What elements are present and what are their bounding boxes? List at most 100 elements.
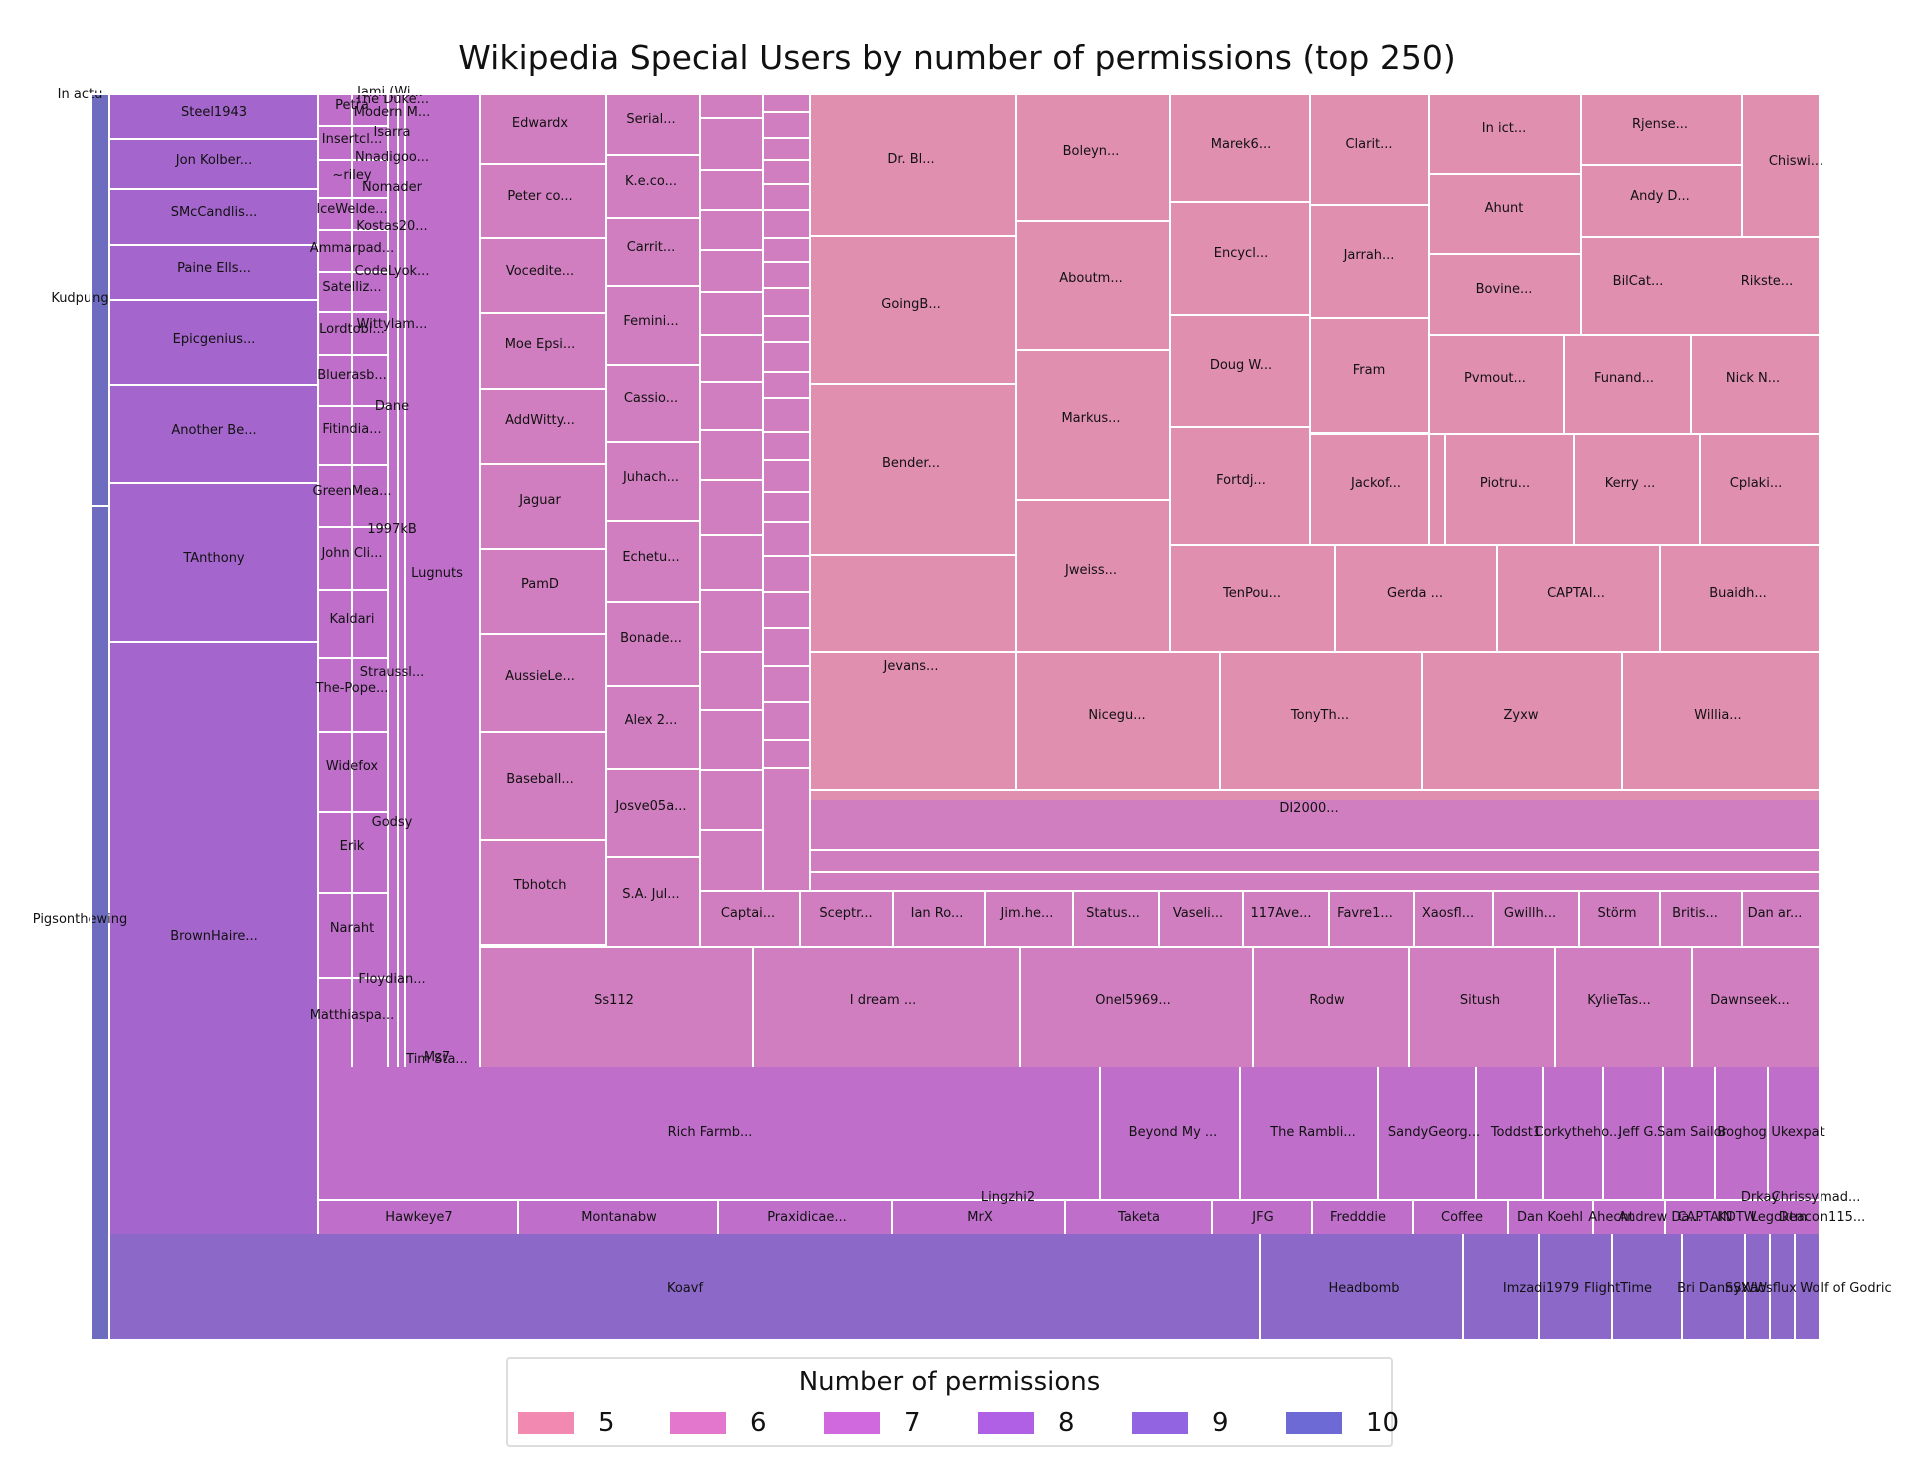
treemap-cell-label: Piotru... (1480, 476, 1530, 491)
treemap-cell-label: IceWelde... (316, 202, 387, 217)
treemap-cell-label: Dane (375, 399, 409, 414)
treemap-cell-label: Onel5969... (1095, 993, 1171, 1008)
treemap-cell-label: Sitush (1460, 993, 1500, 1008)
treemap-cell-label: Störm (1597, 906, 1636, 921)
treemap-cell-label: Doug W... (1210, 358, 1272, 373)
treemap-cell-label: Nomader (362, 180, 423, 195)
group-block-7-4 (318, 1067, 1820, 1234)
legend-label: 6 (750, 1408, 767, 1438)
treemap-cell-label: Vocedite... (506, 264, 574, 279)
treemap-cell-label: Rikste... (1741, 274, 1793, 289)
treemap-cell-label: Fredddie (1330, 1210, 1386, 1225)
treemap-cell-label: Andy D... (1630, 189, 1690, 204)
treemap-cell-label: Rjense... (1632, 117, 1688, 132)
treemap-cell-label: Steel1943 (181, 105, 247, 120)
treemap-cell-label: KDTW (1717, 1210, 1756, 1225)
treemap-cell-label: Toddst1 (1490, 1125, 1541, 1140)
treemap-cell-label: Bender... (882, 456, 940, 471)
treemap-cell-label: PamD (521, 577, 559, 592)
treemap-cell-label: Isarra (373, 125, 410, 140)
treemap-cell-label: Fitindia... (322, 422, 381, 437)
treemap-cell-label: Josve05a... (614, 799, 686, 814)
treemap-cell-label: 117Ave... (1250, 906, 1311, 921)
treemap-cell-label: AddWitty... (505, 413, 575, 428)
treemap-cell-label: CodeLyok... (355, 264, 430, 279)
legend-swatch (978, 1412, 1034, 1434)
treemap-cell-label: Vaseli... (1173, 906, 1223, 921)
treemap-cell-label: I dream ... (850, 993, 916, 1008)
treemap-cell-label: Britis... (1672, 906, 1718, 921)
treemap-cell-label: S.A. Jul... (622, 887, 679, 902)
legend-swatch (1132, 1412, 1188, 1434)
legend-title: Number of permissions (798, 1367, 1101, 1397)
treemap-cell-label: Insertcl... (322, 132, 382, 147)
treemap-cell-label: Epicgenius... (173, 332, 256, 347)
treemap-cell-label: Straussl... (360, 665, 424, 680)
group-block-6-5 (480, 94, 810, 1067)
treemap-cell-label: Danny (1699, 1281, 1741, 1296)
treemap-cell-label: Wittylam... (357, 317, 428, 332)
treemap-cell-label: Lordtobi... (319, 322, 385, 337)
treemap-cell-label: Naraht (330, 921, 374, 936)
treemap-cell-label: Juhach... (622, 470, 679, 485)
treemap-cell-label: Montanabw (581, 1210, 657, 1225)
treemap-cell-label: BrownHaire... (170, 929, 258, 944)
treemap-cell-label: Sam Sailor (1657, 1125, 1727, 1140)
treemap-cell-label: Ammarpad... (310, 241, 394, 256)
treemap-cell-label: Ahecht (1588, 1210, 1634, 1225)
legend-label: 10 (1366, 1408, 1400, 1438)
treemap-cell-label: Imzadi1979 (1503, 1281, 1579, 1296)
treemap-cell-label: Aboutm... (1059, 271, 1123, 286)
treemap-cell-label: Status... (1086, 906, 1140, 921)
treemap-cell-label: Favre1... (1337, 906, 1393, 921)
treemap-cell-label: The Duke... (354, 92, 429, 107)
treemap-cell-label: AussieLe... (505, 669, 575, 684)
treemap-cell-label: Another Be... (171, 423, 256, 438)
treemap-cell-label: Nick N... (1726, 371, 1780, 386)
treemap-cell-label: Jevans... (883, 659, 939, 674)
treemap-cell-label: GoingB... (881, 297, 940, 312)
treemap-cell-label: Ss112 (594, 993, 634, 1008)
treemap-cell-label: Koavf (667, 1281, 703, 1296)
treemap-cell-label: The Rambli... (1269, 1125, 1356, 1140)
treemap-cell-label: CAPTAIN (1677, 1210, 1732, 1225)
treemap-cell-label: Femini... (623, 314, 678, 329)
group-block-8-1 (109, 94, 318, 1234)
treemap-cell-label: BilCat... (1613, 274, 1664, 289)
treemap-cell-label: Bonade... (620, 631, 682, 646)
treemap-cell-label: Hawkeye7 (385, 1210, 452, 1225)
treemap-cell-label: Jeff G. (1617, 1125, 1657, 1140)
treemap-cell-label: SMcCandlis... (171, 205, 258, 220)
treemap-cell-label: Captai... (721, 906, 775, 921)
treemap-cell-label: Jarrah... (1343, 248, 1395, 263)
treemap-cell-label: Wolf of Godric (1800, 1281, 1891, 1296)
treemap-cell-label: Buaidh... (1709, 586, 1767, 601)
treemap-cell-label: Jon Kolber... (175, 153, 252, 168)
treemap-cell-label: Funand... (1594, 371, 1654, 386)
treemap-cell-label: Drkay (1741, 1190, 1780, 1205)
treemap-cell-label: Willia... (1694, 708, 1741, 723)
treemap-cell-label: SandyGeorg... (1388, 1125, 1480, 1140)
treemap-cell-label: Chrissymad... (1772, 1190, 1861, 1205)
treemap-cell-label: Headbomb (1328, 1281, 1399, 1296)
treemap-cell-label: TenPou... (1222, 586, 1281, 601)
treemap-cell-label: Zyxw (1504, 708, 1539, 723)
treemap-cell-label: ~riley (332, 168, 371, 183)
treemap-cell-label: Clarit... (1345, 137, 1392, 152)
treemap-cell-label: Edwardx (512, 116, 568, 131)
treemap-cell-label: Matthiaspa... (310, 1008, 395, 1023)
group-block-9-2 (109, 1234, 1820, 1340)
treemap-cell-label: Floydian... (358, 972, 425, 987)
legend-label: 8 (1058, 1408, 1075, 1438)
treemap-cell-label: Pvmout... (1464, 371, 1526, 386)
treemap-cell-label: Dawnseek... (1710, 993, 1790, 1008)
treemap-cell-label: Ahunt (1485, 201, 1524, 216)
treemap-cell-label: Dr. Bl... (887, 152, 934, 167)
treemap-cell-label: Ian Ro... (911, 906, 964, 921)
treemap-cell-label: Godsy (372, 815, 413, 830)
cell-borders (91, 94, 1820, 1340)
treemap-cell-label: KylieTas... (1587, 993, 1650, 1008)
treemap-cell-label: Rodw (1309, 993, 1345, 1008)
treemap-cell-label: Tbhotch (513, 878, 567, 893)
treemap-cell-label: Carrit... (627, 240, 676, 255)
